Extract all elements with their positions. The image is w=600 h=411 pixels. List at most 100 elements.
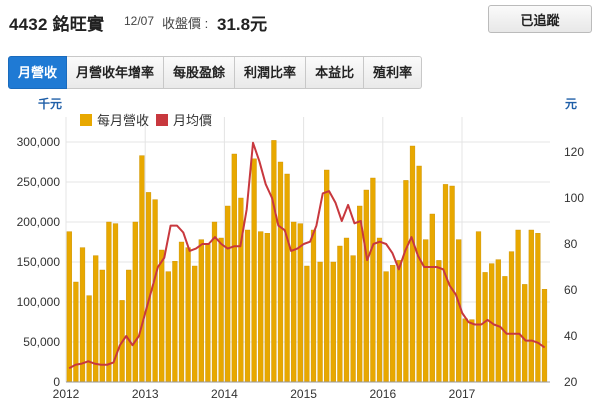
tab-dividend-yield[interactable]: 殖利率 bbox=[364, 56, 423, 89]
revenue-bar bbox=[469, 319, 475, 383]
close-price-label: 收盤價 : bbox=[162, 16, 209, 31]
revenue-bar bbox=[139, 155, 145, 383]
revenue-bar bbox=[145, 192, 152, 383]
revenue-bar bbox=[172, 260, 178, 383]
legend-price-swatch bbox=[156, 114, 168, 126]
revenue-bar bbox=[436, 260, 442, 383]
average-price-line bbox=[68, 141, 546, 370]
revenue-bar bbox=[350, 255, 356, 383]
revenue-bar bbox=[185, 247, 191, 383]
revenue-bar bbox=[271, 140, 277, 383]
revenue-bar bbox=[482, 272, 488, 383]
stock-header: 4432 銘旺實 12/07 收盤價 : 31.8元 已追蹤 bbox=[0, 0, 600, 42]
legend-revenue-label: 每月營收 bbox=[97, 113, 149, 128]
left-axis-tick-label: 250,000 bbox=[17, 175, 61, 189]
right-axis-tick-label: 20 bbox=[564, 375, 578, 389]
revenue-bar bbox=[429, 213, 435, 383]
right-axis-tick-label: 80 bbox=[564, 237, 578, 251]
revenue-bar bbox=[66, 231, 72, 383]
revenue-bar bbox=[198, 239, 204, 383]
revenue-bar bbox=[165, 271, 171, 383]
legend-price-label: 月均價 bbox=[173, 113, 212, 128]
revenue-bar bbox=[449, 185, 455, 383]
revenue-bar bbox=[343, 237, 350, 383]
revenue-bar bbox=[106, 221, 112, 383]
revenue-bar bbox=[264, 232, 270, 383]
revenue-bar bbox=[456, 239, 462, 383]
revenue-bar bbox=[541, 288, 548, 383]
x-axis-tick-label: 2013 bbox=[132, 387, 159, 401]
right-axis-tick-label: 100 bbox=[564, 191, 584, 205]
revenue-bar bbox=[403, 180, 409, 383]
revenue-bar bbox=[258, 231, 264, 383]
revenue-bar bbox=[211, 221, 218, 383]
revenue-bar bbox=[330, 261, 336, 383]
x-axis-tick-label: 2014 bbox=[211, 387, 238, 401]
legend-revenue-swatch bbox=[80, 114, 92, 126]
revenue-bar bbox=[423, 239, 429, 383]
revenue-bar bbox=[337, 245, 343, 383]
tab-profit-ratio[interactable]: 利潤比率 bbox=[235, 56, 307, 89]
revenue-bar bbox=[86, 295, 92, 383]
revenue-bar bbox=[231, 153, 237, 383]
left-axis-tick-label: 50,000 bbox=[23, 335, 60, 349]
track-button[interactable]: 已追蹤 bbox=[488, 5, 592, 33]
revenue-bar bbox=[244, 229, 251, 383]
revenue-bar bbox=[409, 145, 416, 383]
revenue-bar bbox=[178, 241, 185, 383]
price-date: 12/07 bbox=[124, 14, 155, 28]
revenue-bar bbox=[218, 237, 224, 383]
revenue-bar bbox=[192, 265, 198, 383]
revenue-bar bbox=[475, 231, 482, 383]
x-axis-tick-label: 2016 bbox=[369, 387, 396, 401]
revenue-bar bbox=[310, 229, 317, 383]
right-axis-tick-label: 40 bbox=[564, 329, 578, 343]
tab-revenue-yoy[interactable]: 月營收年增率 bbox=[67, 56, 165, 89]
revenue-bar bbox=[383, 271, 389, 383]
revenue-bar bbox=[376, 237, 383, 383]
revenue-bar bbox=[159, 249, 165, 383]
tab-pe-ratio[interactable]: 本益比 bbox=[306, 56, 365, 89]
revenue-bar bbox=[225, 205, 231, 383]
revenue-bar bbox=[317, 261, 323, 383]
x-axis-tick-label: 2012 bbox=[53, 387, 80, 401]
tab-monthly-revenue[interactable]: 月營收 bbox=[8, 56, 68, 89]
x-axis-tick-label: 2015 bbox=[290, 387, 317, 401]
x-axis-tick-label: 2017 bbox=[449, 387, 476, 401]
left-axis-tick-label: 200,000 bbox=[17, 215, 61, 229]
right-axis-tick-label: 120 bbox=[564, 145, 584, 159]
left-axis-tick-label: 150,000 bbox=[17, 255, 61, 269]
stock-title: 4432 銘旺實 bbox=[9, 15, 105, 34]
revenue-bar bbox=[238, 197, 244, 383]
revenue-bar bbox=[495, 259, 501, 383]
revenue-bar bbox=[522, 284, 528, 383]
revenue-bar bbox=[152, 199, 158, 383]
revenue-bar bbox=[324, 169, 330, 383]
chart-legend: 每月營收 月均價 bbox=[80, 113, 212, 128]
revenue-bar bbox=[304, 265, 310, 383]
revenue-bar bbox=[277, 161, 284, 383]
revenue-bar bbox=[462, 318, 468, 383]
left-axis-tick-label: 100,000 bbox=[17, 295, 61, 309]
revenue-bar bbox=[73, 281, 79, 383]
price-line-layer bbox=[68, 141, 546, 370]
revenue-bar bbox=[251, 158, 257, 383]
tab-eps[interactable]: 每股盈餘 bbox=[164, 56, 236, 89]
revenue-bar bbox=[370, 177, 376, 383]
revenue-bar bbox=[528, 229, 534, 383]
revenue-bar bbox=[508, 251, 515, 383]
revenue-bar bbox=[442, 184, 449, 383]
revenue-bar bbox=[205, 244, 211, 383]
revenue-bar bbox=[291, 221, 297, 383]
revenue-bars bbox=[66, 140, 548, 383]
close-price-value: 31.8元 bbox=[217, 15, 268, 34]
revenue-bar bbox=[132, 221, 138, 383]
chart-axes: 0 50,000 100,000 150,000 200,000 250,000 300,0… bbox=[17, 135, 585, 401]
chart-tabs: 月營收 月營收年增率 每股盈餘 利潤比率 本益比 殖利率 bbox=[8, 56, 423, 89]
right-axis-unit: 元 bbox=[565, 97, 577, 111]
revenue-bar bbox=[357, 205, 363, 383]
right-axis-tick-label: 60 bbox=[564, 283, 578, 297]
revenue-bar bbox=[390, 264, 396, 383]
revenue-bar bbox=[363, 189, 369, 383]
revenue-bar bbox=[416, 165, 422, 383]
